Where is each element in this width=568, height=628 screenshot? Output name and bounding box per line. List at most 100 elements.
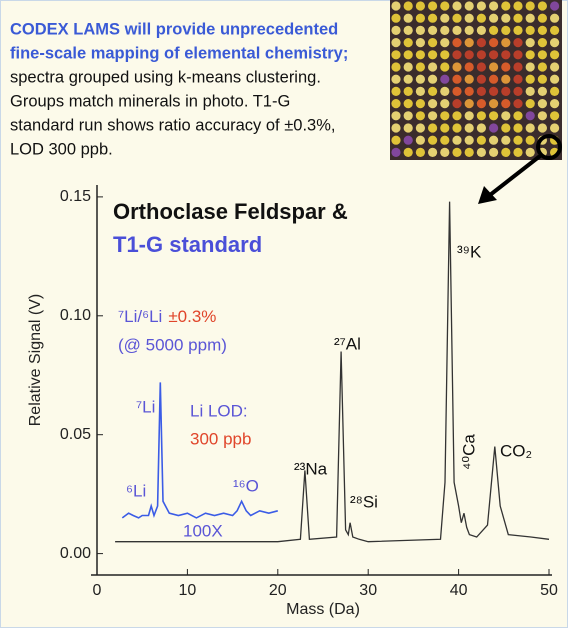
photo-dot [404,38,413,47]
photo-dot [489,99,498,108]
x-axis-label: Mass (Da) [286,601,360,618]
y-tick-label: 0.15 [60,188,91,205]
photo-dot [465,123,474,132]
photo-dot [501,111,510,120]
photo-dot [501,38,510,47]
photo-dot [526,1,535,10]
photo-dot [513,14,522,23]
x-tick-label: 50 [540,582,558,599]
photo-dot [501,62,510,71]
slide: CODEX LAMS will provide unprecedented fi… [0,0,568,628]
photo-dot [489,75,498,84]
header-line: fine-scale mapping of elemental chemistr… [10,44,348,62]
photo-dot [550,87,559,96]
photo-dot [440,38,449,47]
y-axis-label: Relative Signal (V) [27,294,44,427]
photo-dot [550,75,559,84]
photo-dot [440,62,449,71]
photo-dot [526,99,535,108]
x-tick-label: 40 [450,582,468,599]
photo-dot [465,1,474,10]
photo-dot [538,62,547,71]
photo-dot [526,14,535,23]
photo-dot [550,14,559,23]
photo-dot [526,38,535,47]
photo-dot [391,1,400,10]
photo-dot [550,99,559,108]
photo-dot [404,75,413,84]
photo-dot [428,26,437,35]
photo-dot [489,14,498,23]
y-tick-label: 0.05 [60,426,91,443]
photo-dot [452,111,461,120]
photo-dot [416,14,425,23]
photo-dot [452,38,461,47]
photo-dot [428,99,437,108]
photo-dot [477,62,486,71]
photo-bg [390,0,562,160]
photo-dot [489,1,498,10]
photo-dot [452,123,461,132]
photo-dot [513,75,522,84]
photo-dot [526,75,535,84]
photo-dot [391,75,400,84]
photo-dot [440,136,449,145]
chart-title: Orthoclase Feldspar & [113,199,348,224]
photo-dot [440,50,449,59]
photo-dot [440,111,449,120]
photo-dot [428,62,437,71]
photo-dot [416,50,425,59]
photo-dot [501,50,510,59]
photo-dot [416,38,425,47]
photo-dot [489,62,498,71]
photo-dot [391,50,400,59]
photo-dot [416,1,425,10]
photo-dot [526,136,535,145]
photo-dot [452,75,461,84]
photo-dot [391,136,400,145]
photo-dot [404,99,413,108]
y-tick-label: 0.00 [60,545,91,562]
photo-dot [550,26,559,35]
photo-dot [440,75,449,84]
photo-dot [550,38,559,47]
photo-dot [501,136,510,145]
x-tick-label: 0 [93,582,102,599]
header-line: spectra grouped using k-means clustering… [10,68,321,86]
photo-dot [477,38,486,47]
photo-dot [440,14,449,23]
photo-dot [550,123,559,132]
photo-dot [513,123,522,132]
photo-dot [489,50,498,59]
photo-dot [452,136,461,145]
photo-dot [477,75,486,84]
photo-dot [416,87,425,96]
photo-dot [391,87,400,96]
photo-dot [513,136,522,145]
photo-dot [465,50,474,59]
photo-dot [489,111,498,120]
photo-dot [477,148,486,157]
peak-label: ²⁷Al [334,334,361,353]
photo-dot [501,1,510,10]
photo-dot [404,62,413,71]
photo-dot [465,136,474,145]
lod-value: 300 ppb [190,429,251,448]
photo-dot [404,1,413,10]
photo-dot [428,111,437,120]
photo-dot [465,26,474,35]
photo-dot [538,75,547,84]
photo-dot [477,99,486,108]
photo-dot [428,38,437,47]
photo-dot [538,87,547,96]
photo-dot [440,148,449,157]
photo-dot [440,123,449,132]
photo-dot [550,62,559,71]
photo-dot [416,136,425,145]
photo-dot [477,136,486,145]
header-line: LOD 300 ppb. [10,140,113,158]
x-tick-label: 20 [269,582,287,599]
photo-dot [526,111,535,120]
photo-dot [477,111,486,120]
photo-dot [404,50,413,59]
